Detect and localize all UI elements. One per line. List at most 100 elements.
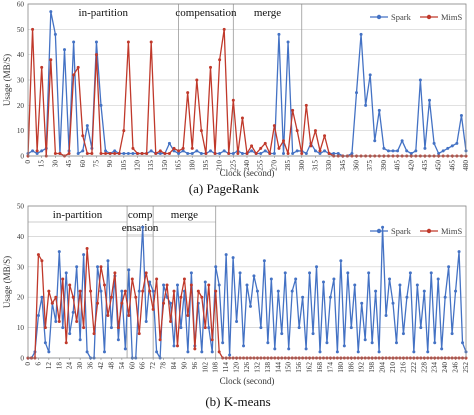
data-point-spark	[459, 113, 463, 117]
data-point-mims	[323, 134, 327, 138]
x-tick-label: 390	[380, 160, 388, 171]
data-point-mims	[203, 326, 207, 330]
data-point-mims	[186, 91, 190, 95]
data-point-spark	[214, 265, 218, 269]
data-point-spark	[313, 149, 317, 153]
data-point-spark	[126, 151, 130, 155]
x-tick-label: 120	[233, 362, 241, 373]
data-point-spark	[222, 149, 226, 153]
x-tick-label: 0	[24, 362, 32, 366]
data-point-mims	[236, 151, 240, 155]
series-line-spark	[28, 226, 467, 359]
x-tick-label: 36	[87, 362, 95, 370]
data-point-spark	[221, 341, 225, 345]
legend-label: Spark	[391, 12, 412, 22]
data-point-spark	[99, 289, 103, 293]
data-point-spark	[461, 341, 465, 345]
data-point-mims	[50, 301, 54, 305]
x-tick-label: 270	[270, 160, 278, 171]
y-tick-label: 0	[20, 153, 24, 161]
data-point-mims	[145, 151, 149, 155]
data-point-spark	[419, 326, 423, 330]
data-point-mims	[113, 271, 117, 275]
x-tick-label: 285	[284, 160, 292, 171]
x-tick-label: 48	[107, 362, 115, 370]
y-tick-label: 40	[17, 233, 25, 241]
data-point-spark	[190, 151, 194, 155]
y-tick-label: 60	[17, 1, 25, 9]
data-point-spark	[455, 141, 459, 145]
data-point-spark	[409, 151, 413, 155]
phase-label: merge	[254, 7, 281, 19]
x-tick-label: 180	[337, 362, 345, 373]
data-point-spark	[76, 151, 80, 155]
x-tick-label: 0	[24, 160, 32, 164]
data-point-spark	[386, 149, 390, 153]
data-point-spark	[437, 151, 441, 155]
x-tick-label: 420	[407, 160, 415, 171]
x-tick-label: 45	[65, 160, 73, 168]
data-point-spark	[408, 271, 412, 275]
data-point-spark	[54, 320, 58, 324]
x-tick-label: 330	[325, 160, 333, 171]
data-point-spark	[342, 344, 346, 348]
data-point-spark	[240, 151, 244, 155]
legend-marker	[426, 14, 432, 20]
data-point-mims	[177, 149, 181, 153]
data-point-mims	[94, 53, 98, 57]
data-point-spark	[120, 289, 124, 293]
data-point-mims	[167, 151, 171, 155]
data-point-mims	[75, 320, 79, 324]
data-point-mims	[64, 341, 68, 345]
data-point-mims	[304, 103, 308, 107]
data-point-mims	[182, 277, 186, 281]
data-point-mims	[67, 151, 71, 155]
data-point-mims	[189, 283, 193, 287]
data-point-spark	[388, 277, 392, 281]
data-point-spark	[210, 350, 214, 354]
x-tick-label: 300	[298, 160, 306, 171]
x-tick-label: 18	[55, 362, 63, 370]
data-point-spark	[155, 350, 159, 354]
data-point-mims	[151, 307, 155, 311]
data-point-mims	[90, 151, 94, 155]
data-point-spark	[335, 350, 339, 354]
data-point-mims	[102, 283, 106, 287]
x-tick-label: 234	[431, 362, 439, 373]
data-point-spark	[207, 326, 211, 330]
data-point-spark	[189, 271, 193, 275]
data-point-spark	[40, 295, 44, 299]
x-tick-label: 240	[441, 362, 449, 373]
data-point-spark	[282, 151, 285, 155]
data-point-spark	[36, 313, 40, 317]
data-point-mims	[300, 151, 304, 155]
data-point-mims	[58, 151, 62, 155]
data-point-spark	[116, 338, 120, 342]
data-point-spark	[122, 151, 126, 155]
data-point-mims	[40, 259, 44, 263]
data-point-mims	[131, 146, 135, 150]
x-tick-label: 162	[306, 362, 314, 373]
data-point-mims	[179, 295, 183, 299]
data-point-spark	[377, 108, 381, 112]
data-point-spark	[447, 265, 451, 269]
data-point-spark	[104, 149, 108, 153]
x-tick-label: 252	[462, 362, 470, 373]
data-point-spark	[450, 332, 454, 336]
data-point-spark	[423, 146, 427, 150]
x-tick-label: 12	[45, 362, 53, 370]
data-point-mims	[120, 301, 124, 305]
x-tick-label: 60	[128, 362, 136, 370]
data-point-spark	[412, 350, 416, 354]
data-point-spark	[162, 283, 166, 287]
data-point-mims	[207, 283, 211, 287]
data-point-spark	[277, 32, 281, 36]
data-point-spark	[231, 151, 235, 155]
data-point-spark	[315, 265, 319, 269]
data-point-spark	[446, 146, 450, 150]
data-point-spark	[287, 347, 291, 351]
data-point-spark	[72, 40, 76, 44]
data-point-mims	[76, 65, 80, 69]
data-point-spark	[102, 350, 106, 354]
data-point-mims	[165, 283, 169, 287]
